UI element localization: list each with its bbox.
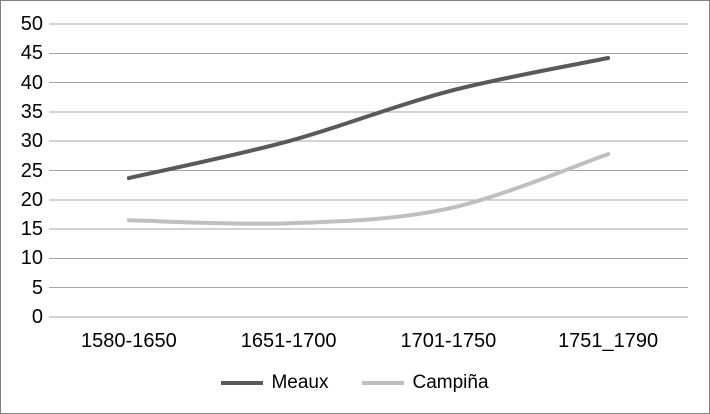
legend-label-meaux: Meaux: [271, 372, 329, 393]
series-line-campiña: [126, 152, 611, 226]
x-axis-category-label: 1751_1790: [558, 330, 659, 352]
y-axis-tick-label: 50: [20, 13, 43, 35]
y-axis-tick-label: 10: [20, 247, 43, 270]
legend-item-campina: Campiña: [362, 371, 489, 395]
legend-label-campina: Campiña: [412, 372, 489, 393]
x-axis-category-label: 1580-1650: [81, 330, 177, 352]
meaux-line-swatch-icon: [221, 381, 264, 385]
y-axis-tick-label: 35: [20, 100, 43, 123]
y-axis-tick-label: 40: [20, 71, 43, 94]
legend-item-meaux: Meaux: [221, 371, 328, 395]
y-axis-tick-label: 20: [20, 188, 43, 211]
y-axis-tick-label: 15: [20, 218, 43, 241]
y-axis-tick-label: 25: [20, 159, 43, 182]
x-axis-category-label: 1701-1750: [400, 330, 497, 352]
series-line-meaux: [126, 55, 611, 181]
campina-line-swatch-icon: [362, 381, 405, 385]
y-axis-tick-label: 30: [20, 130, 43, 153]
y-axis-tick-label: 5: [31, 276, 43, 299]
y-axis-tick-label: 0: [31, 306, 43, 328]
chart-legend: Meaux Campiña: [1, 371, 709, 395]
x-axis-category-label: 1651-1700: [240, 330, 337, 352]
y-axis-tick-label: 45: [20, 42, 43, 65]
